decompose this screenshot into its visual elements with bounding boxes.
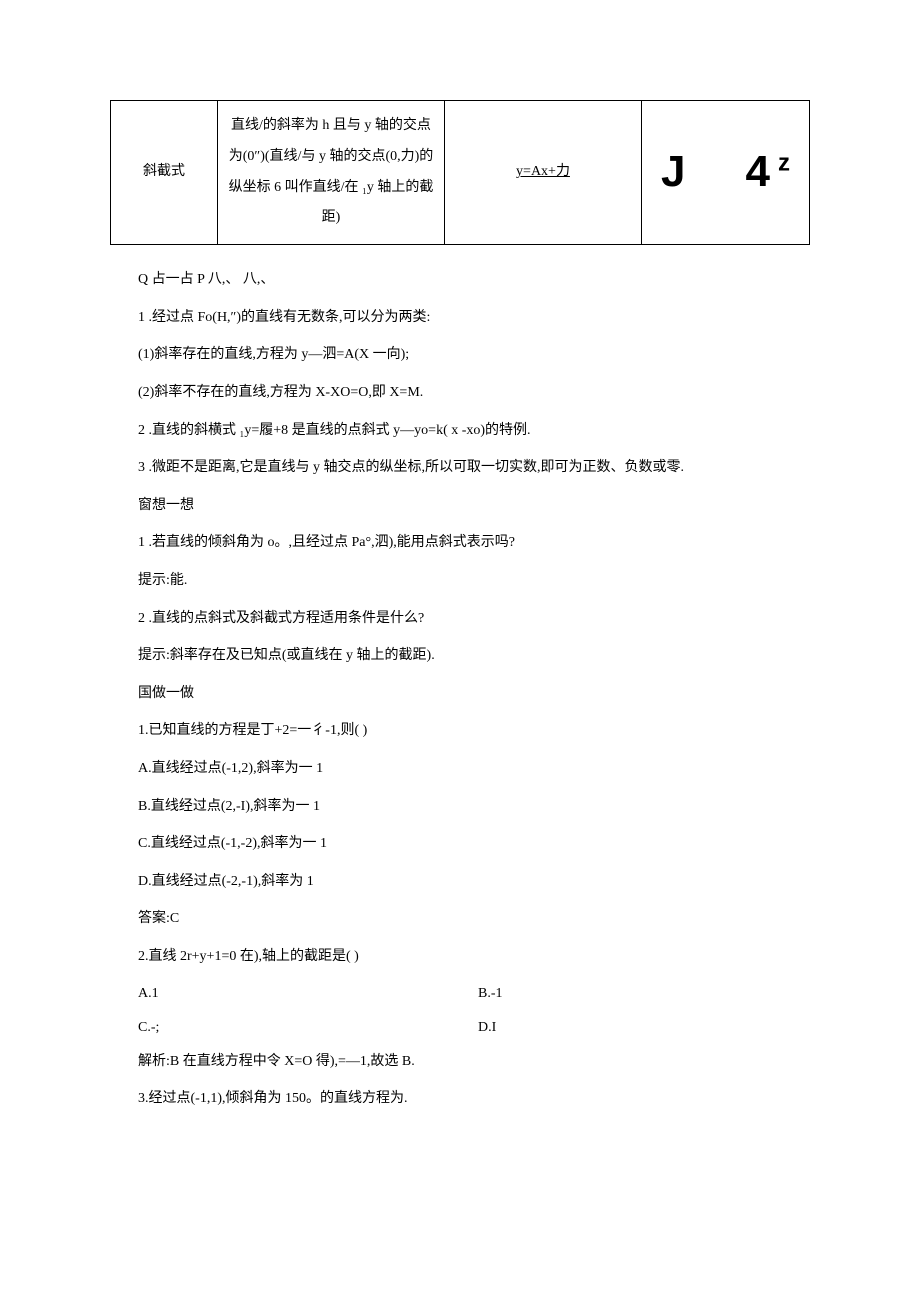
option-row-1: A.1 B.-1 [110, 977, 810, 1011]
equation-text: y=Ax+力 [516, 164, 570, 179]
cell-condition: 直线/的斜率为 h 且与 y 轴的交点为(0″)(直线/与 y 轴的交点(0,力… [218, 101, 445, 245]
para-14: A.直线经过点(-1,2),斜率为一 1 [110, 752, 810, 786]
cell-equation: y=Ax+力 [445, 101, 642, 245]
option-D: D.I [450, 1011, 496, 1045]
para-22: 解析:B 在直线方程中令 X=O 得),=—1,故选 B. [110, 1045, 810, 1079]
para-13: 1.已知直线的方程是丁+2=一彳-1,则( ) [110, 714, 810, 748]
para-10: 2 .直线的点斜式及斜截式方程适用条件是什么? [110, 602, 810, 636]
table-row: 斜截式 直线/的斜率为 h 且与 y 轴的交点为(0″)(直线/与 y 轴的交点… [111, 101, 810, 245]
para-09: 提示:能. [110, 564, 810, 598]
option-A: A.1 [110, 977, 450, 1011]
option-row-2: C.-; D.I [110, 1011, 810, 1045]
para-07: 窗想一想 [110, 489, 810, 523]
para-23: 3.经过点(-1,1),倾斜角为 150。的直线方程为. [110, 1082, 810, 1116]
graphic-text: J 4z [661, 147, 790, 196]
para-02: 1 .经过点 Fo(H,″)的直线有无数条,可以分为两类: [110, 301, 810, 335]
para-06: 3 .微距不是距离,它是直线与 y 轴交点的纵坐标,所以可取一切实数,即可为正数… [110, 451, 810, 485]
cell-graphic: J 4z [642, 101, 810, 245]
para-05: 2 .直线的斜横式 ₁y=履+8 是直线的点斜式 y—yo=k( x -xo)的… [110, 414, 810, 448]
concept-table: 斜截式 直线/的斜率为 h 且与 y 轴的交点为(0″)(直线/与 y 轴的交点… [110, 100, 810, 245]
para-03: (1)斜率存在的直线,方程为 y—泗=A(X 一向); [110, 338, 810, 372]
graphic-sup: z [778, 150, 790, 177]
graphic-main: J 4 [661, 147, 778, 196]
cell-name: 斜截式 [111, 101, 218, 245]
para-18: 答案:C [110, 902, 810, 936]
para-15: B.直线经过点(2,-I),斜率为一 1 [110, 790, 810, 824]
para-12: 国做一做 [110, 677, 810, 711]
para-08: 1 .若直线的倾斜角为 o。,且经过点 Pa°,泗),能用点斜式表示吗? [110, 526, 810, 560]
para-11: 提示:斜率存在及已知点(或直线在 y 轴上的截距). [110, 639, 810, 673]
para-04: (2)斜率不存在的直线,方程为 X-XO=O,即 X=M. [110, 376, 810, 410]
para-17: D.直线经过点(-2,-1),斜率为 1 [110, 865, 810, 899]
option-B: B.-1 [450, 977, 503, 1011]
body-text: Q 占一占 P 八,、 八,、 1 .经过点 Fo(H,″)的直线有无数条,可以… [110, 263, 810, 1116]
page-root: 斜截式 直线/的斜率为 h 且与 y 轴的交点为(0″)(直线/与 y 轴的交点… [0, 0, 920, 1301]
para-19: 2.直线 2r+y+1=0 在),轴上的截距是( ) [110, 940, 810, 974]
option-C: C.-; [110, 1011, 450, 1045]
para-16: C.直线经过点(-1,-2),斜率为一 1 [110, 827, 810, 861]
para-01: Q 占一占 P 八,、 八,、 [110, 263, 810, 297]
